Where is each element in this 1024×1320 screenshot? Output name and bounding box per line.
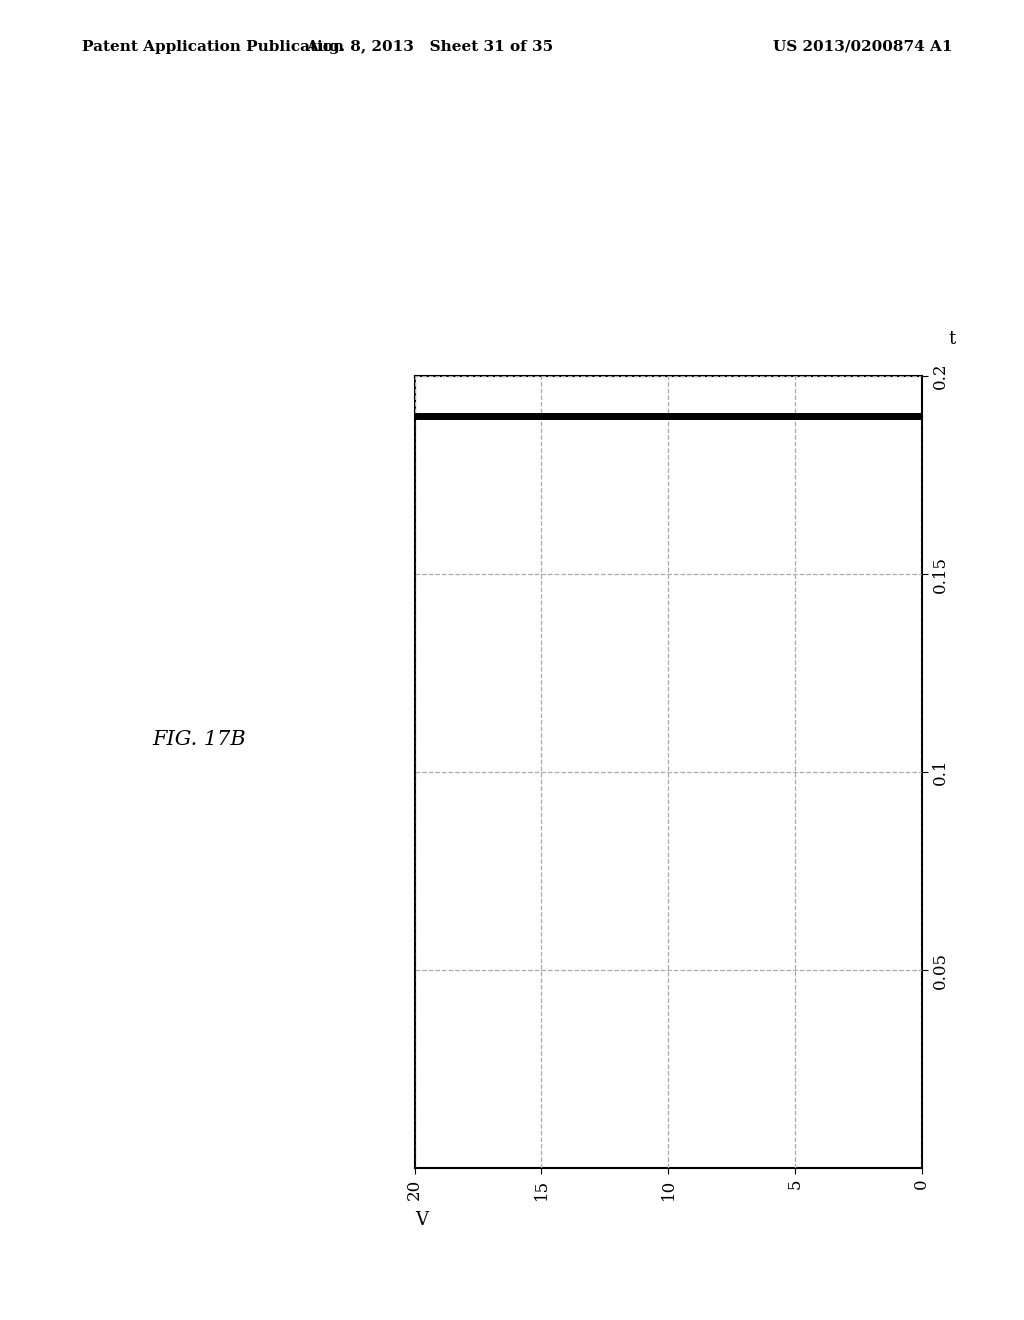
- Text: US 2013/0200874 A1: US 2013/0200874 A1: [773, 40, 952, 54]
- Text: t: t: [948, 330, 955, 348]
- Text: Patent Application Publication: Patent Application Publication: [82, 40, 344, 54]
- Text: Aug. 8, 2013   Sheet 31 of 35: Aug. 8, 2013 Sheet 31 of 35: [306, 40, 554, 54]
- Text: FIG. 17B: FIG. 17B: [153, 730, 247, 748]
- X-axis label: V: V: [415, 1210, 428, 1229]
